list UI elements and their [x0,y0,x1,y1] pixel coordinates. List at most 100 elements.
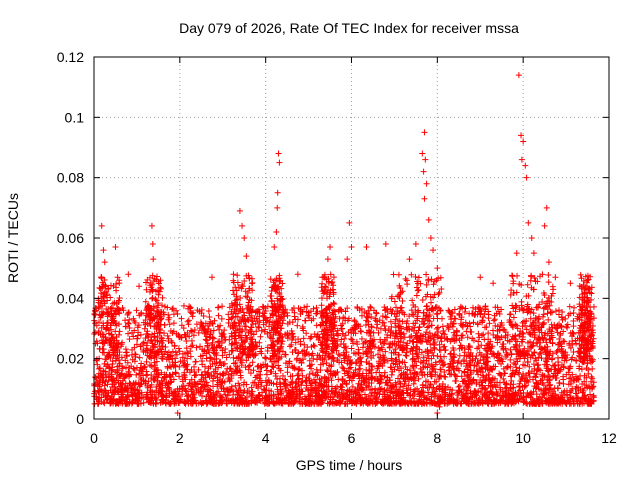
data-point [140,399,147,406]
data-point [331,300,338,307]
data-point [133,371,140,378]
data-point [436,341,443,348]
data-point [484,348,491,355]
data-point [588,373,595,380]
data-point [164,304,171,311]
data-point [215,364,222,371]
data-point [355,380,362,387]
data-point [215,304,222,311]
data-point [456,345,463,352]
data-point [336,315,343,322]
data-point [179,378,186,385]
data-point [136,354,143,361]
data-point [403,277,410,284]
data-point [260,321,267,328]
data-point [122,346,129,353]
data-point [433,378,440,385]
data-point [125,320,132,327]
data-point [343,380,350,387]
data-point [406,334,413,341]
data-point [116,280,123,287]
data-point [383,314,390,321]
data-point [225,316,232,323]
data-point [124,359,131,366]
data-point [116,321,123,328]
data-point [187,353,194,360]
data-point [524,358,531,365]
data-point [374,321,381,328]
data-point [229,324,236,331]
data-point [590,315,597,322]
data-point [509,333,516,340]
data-point [566,303,573,310]
data-point [178,315,185,322]
data-point [451,306,458,313]
data-point [328,387,335,394]
data-point [348,400,355,407]
data-point [378,372,385,379]
data-point [543,365,550,372]
data-point [367,303,374,310]
data-point [397,372,404,379]
data-point [393,304,400,311]
data-point [419,297,426,304]
data-point [174,311,181,318]
data-point [587,391,594,398]
data-point [282,360,289,367]
data-point [583,374,590,381]
data-point [493,389,500,396]
data-point [374,390,381,397]
data-point [308,361,315,368]
data-point [589,384,596,391]
data-point [215,312,222,319]
data-point [397,384,404,391]
data-point [480,331,487,338]
data-point [584,384,591,391]
data-point [588,344,595,351]
data-point [197,399,204,406]
data-point [192,397,198,404]
data-point [396,378,403,385]
data-point [560,337,567,344]
data-point [191,326,198,333]
data-point [425,323,432,330]
data-point [231,319,238,326]
data-point [363,375,370,382]
data-point [225,311,232,318]
data-point [497,371,504,378]
data-point [95,305,102,312]
data-point [523,394,530,401]
data-point [273,276,280,283]
data-point [146,362,153,369]
data-point [442,374,449,381]
data-point [123,364,130,371]
data-point [490,317,497,324]
data-point [459,332,466,339]
data-point [520,370,527,377]
data-point [416,324,423,331]
data-point [262,326,269,333]
data-point [569,371,576,378]
data-point [217,393,224,400]
data-point [545,316,552,323]
data-point [101,382,108,389]
data-point [534,362,541,369]
data-point [381,322,388,329]
data-point [256,339,263,346]
data-point [316,393,323,400]
data-point [514,369,521,376]
data-point [347,356,354,363]
data-point [536,393,543,400]
data-point [116,328,123,335]
data-point [355,366,362,373]
data-point [188,337,195,344]
data-point [553,349,560,356]
data-point [164,364,171,371]
data-point [205,308,212,315]
data-point [380,319,387,326]
data-point [234,363,241,370]
data-point [184,366,191,373]
data-point [468,329,475,336]
data-point [481,384,488,391]
data-point [170,305,177,312]
